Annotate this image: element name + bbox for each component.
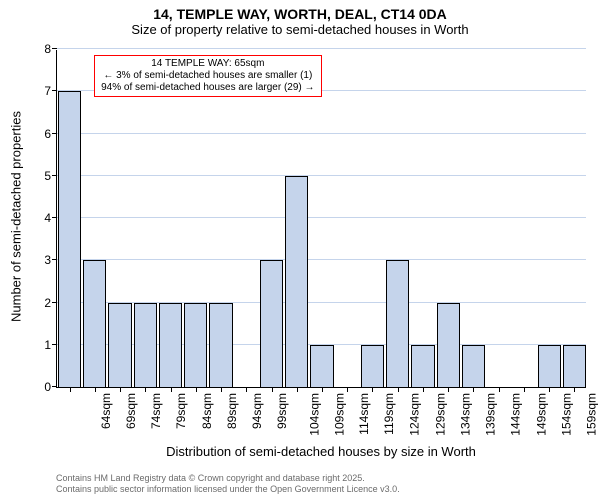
x-tick-mark <box>297 387 298 392</box>
y-tick-mark <box>52 217 57 218</box>
y-tick-label: 2 <box>44 296 51 310</box>
y-tick-label: 1 <box>44 338 51 352</box>
x-tick-label: 124sqm <box>408 393 422 436</box>
x-tick-label: 99sqm <box>275 393 289 429</box>
bar <box>563 345 586 387</box>
x-tick-label: 129sqm <box>433 393 447 436</box>
gridline <box>57 133 586 134</box>
annotation-line: ← 3% of semi-detached houses are smaller… <box>101 70 314 82</box>
bar <box>538 345 561 387</box>
y-tick-mark <box>52 90 57 91</box>
x-tick-mark <box>95 387 96 392</box>
x-tick-mark <box>549 387 550 392</box>
y-tick-label: 5 <box>44 169 51 183</box>
y-tick-mark <box>52 344 57 345</box>
bar <box>437 303 460 388</box>
gridline <box>57 259 586 260</box>
annotation-line: 94% of semi-detached houses are larger (… <box>101 82 314 94</box>
x-tick-label: 114sqm <box>357 393 371 435</box>
bar <box>209 303 232 388</box>
chart-title: 14, TEMPLE WAY, WORTH, DEAL, CT14 0DA <box>0 0 600 22</box>
x-tick-mark <box>473 387 474 392</box>
x-tick-label: 94sqm <box>250 393 264 429</box>
bar <box>108 303 131 388</box>
bar <box>58 91 81 387</box>
x-tick-label: 64sqm <box>99 393 113 429</box>
x-tick-mark <box>221 387 222 392</box>
x-tick-label: 109sqm <box>332 393 346 436</box>
y-tick-mark <box>52 48 57 49</box>
y-tick-label: 3 <box>44 253 51 267</box>
x-tick-mark <box>70 387 71 392</box>
annotation-line: 14 TEMPLE WAY: 65sqm <box>101 58 314 70</box>
x-tick-mark <box>272 387 273 392</box>
x-tick-label: 104sqm <box>307 393 321 436</box>
x-tick-label: 89sqm <box>225 393 239 429</box>
bar <box>310 345 333 387</box>
x-tick-mark <box>246 387 247 392</box>
footer-line: Contains public sector information licen… <box>56 484 400 494</box>
x-tick-label: 74sqm <box>149 393 163 429</box>
x-tick-mark <box>372 387 373 392</box>
bar <box>386 260 409 387</box>
x-tick-mark <box>322 387 323 392</box>
x-tick-mark <box>499 387 500 392</box>
annotation-box: 14 TEMPLE WAY: 65sqm← 3% of semi-detache… <box>94 55 321 97</box>
gridline <box>57 175 586 176</box>
x-tick-label: 69sqm <box>124 393 138 429</box>
x-tick-mark <box>120 387 121 392</box>
x-tick-label: 139sqm <box>484 393 498 436</box>
y-tick-mark <box>52 386 57 387</box>
y-tick-label: 0 <box>44 380 51 394</box>
gridline <box>57 217 586 218</box>
x-tick-mark <box>524 387 525 392</box>
y-tick-label: 4 <box>44 211 51 225</box>
y-tick-mark <box>52 259 57 260</box>
gridline <box>57 48 586 49</box>
x-axis-label: Distribution of semi-detached houses by … <box>56 444 586 459</box>
y-tick-mark <box>52 302 57 303</box>
chart-subtitle: Size of property relative to semi-detach… <box>0 22 600 41</box>
x-tick-label: 119sqm <box>382 393 396 435</box>
x-tick-label: 154sqm <box>560 393 574 436</box>
y-tick-label: 8 <box>44 42 51 56</box>
x-tick-label: 79sqm <box>174 393 188 429</box>
x-tick-label: 134sqm <box>459 393 473 436</box>
footer-attribution: Contains HM Land Registry data © Crown c… <box>56 473 400 494</box>
bar <box>285 176 308 387</box>
bar <box>83 260 106 387</box>
bar <box>134 303 157 388</box>
bar <box>411 345 434 387</box>
x-tick-label: 144sqm <box>509 393 523 436</box>
x-tick-mark <box>423 387 424 392</box>
x-tick-label: 84sqm <box>200 393 214 429</box>
y-tick-label: 6 <box>44 127 51 141</box>
x-tick-mark <box>145 387 146 392</box>
x-tick-mark <box>574 387 575 392</box>
plot-area: 01234567864sqm69sqm74sqm79sqm84sqm89sqm9… <box>56 50 586 388</box>
bar <box>462 345 485 387</box>
bar <box>260 260 283 387</box>
x-tick-mark <box>398 387 399 392</box>
x-tick-label: 149sqm <box>534 393 548 436</box>
y-tick-mark <box>52 133 57 134</box>
x-tick-label: 159sqm <box>585 393 599 436</box>
y-tick-mark <box>52 175 57 176</box>
x-tick-mark <box>171 387 172 392</box>
bar <box>159 303 182 388</box>
footer-line: Contains HM Land Registry data © Crown c… <box>56 473 400 483</box>
bar <box>184 303 207 388</box>
x-tick-mark <box>347 387 348 392</box>
x-tick-mark <box>448 387 449 392</box>
y-axis-label: Number of semi-detached properties <box>9 97 24 337</box>
y-tick-label: 7 <box>44 84 51 98</box>
bar <box>361 345 384 387</box>
x-tick-mark <box>196 387 197 392</box>
